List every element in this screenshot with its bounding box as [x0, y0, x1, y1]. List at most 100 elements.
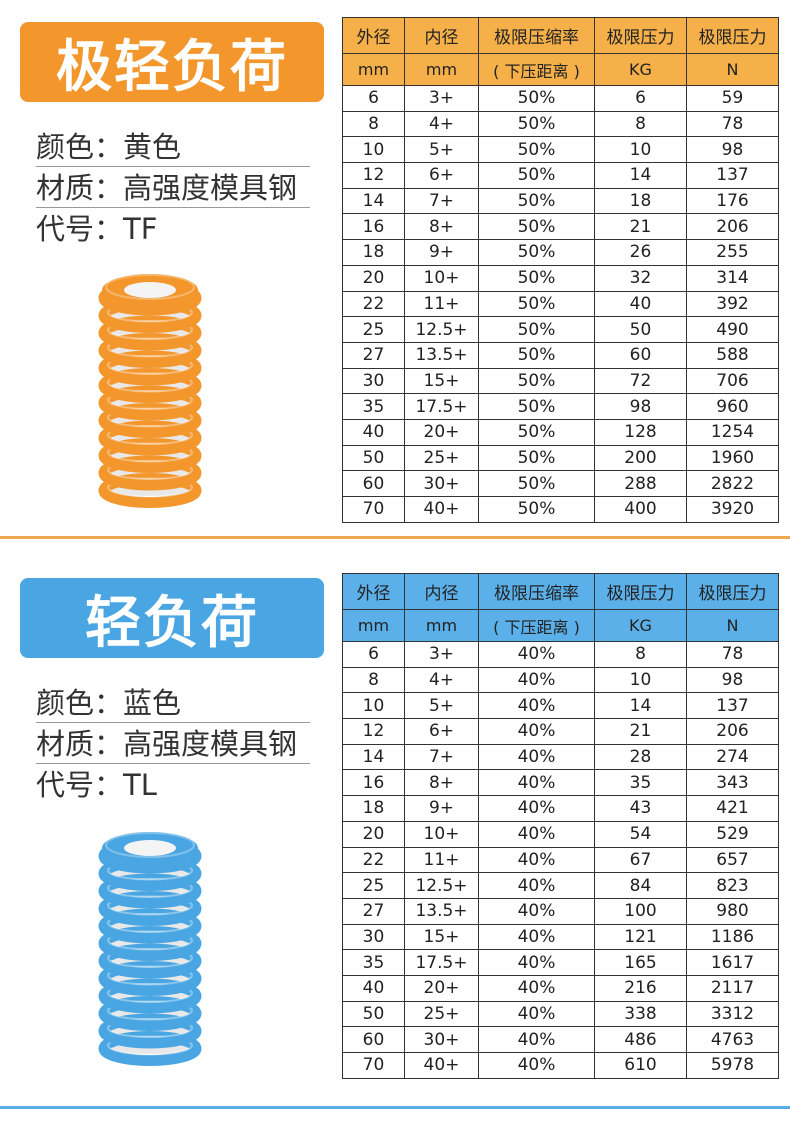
table-cell: 16 [342, 769, 405, 797]
table-cell: 274 [686, 743, 779, 771]
table-cell: 7+ [404, 187, 479, 215]
table-cell: 6 [342, 641, 405, 668]
table-cell: 5+ [404, 136, 479, 164]
table-cell: 10+ [404, 264, 479, 292]
table-cell: 40% [478, 974, 595, 1002]
column-header: 极限压缩率 [478, 17, 595, 54]
table-cell: 72 [594, 367, 687, 395]
table-cell: 40 [342, 418, 405, 446]
table-row: 18 9+ 50% 26 255 [342, 239, 779, 266]
table-row: 50 25+ 50% 200 1960 [342, 444, 779, 472]
table-row: 16 8+ 50% 21 206 [342, 213, 779, 241]
table-cell: 50% [478, 239, 595, 266]
property-code-value: TF [123, 212, 158, 246]
table-row: 14 7+ 50% 18 176 [342, 187, 779, 215]
table-cell: 2117 [686, 974, 779, 1002]
table-cell: 137 [686, 692, 779, 720]
property-code-value: TL [123, 768, 157, 802]
table-cell: 25+ [404, 1000, 479, 1028]
property-color: 颜色： 蓝色 [36, 682, 310, 723]
table-cell: 165 [594, 949, 687, 976]
table-cell: 40% [478, 820, 595, 848]
table-cell: 50% [478, 290, 595, 318]
table-cell: 50% [478, 85, 595, 112]
table-cell: 35 [342, 949, 405, 976]
table-cell: 4763 [686, 1026, 779, 1053]
table-cell: 30+ [404, 470, 479, 497]
table-cell: 11+ [404, 846, 479, 874]
property-color-value: 黄色 [123, 130, 182, 164]
table-cell: 40% [478, 692, 595, 720]
table-row: 25 12.5+ 40% 84 823 [342, 872, 779, 899]
table-cell: 8 [342, 666, 405, 694]
spring-properties: 颜色： 蓝色 材质： 高强度模具钢 代号： TL [36, 682, 310, 804]
table-cell: 400 [594, 496, 687, 523]
table-row: 10 5+ 50% 10 98 [342, 136, 779, 164]
property-material-value: 高强度模具钢 [123, 171, 298, 205]
table-cell: 121 [594, 923, 687, 951]
table-cell: 5978 [686, 1052, 779, 1079]
table-cell: 50% [478, 213, 595, 241]
table-cell: 657 [686, 846, 779, 874]
column-header: 内径 [404, 17, 479, 54]
table-cell: 7+ [404, 743, 479, 771]
table-cell: 27 [342, 341, 405, 369]
table-cell: 15+ [404, 923, 479, 951]
table-cell: 22 [342, 846, 405, 874]
table-row: 10 5+ 40% 14 137 [342, 692, 779, 720]
table-row: 35 17.5+ 50% 98 960 [342, 393, 779, 420]
blue-die-spring-image [98, 832, 202, 1066]
table-cell: 27 [342, 897, 405, 925]
table-cell: 40+ [404, 1052, 479, 1079]
table-row: 22 11+ 50% 40 392 [342, 290, 779, 318]
table-cell: 78 [686, 110, 779, 138]
column-header: ( 下压距离 ) [478, 53, 595, 86]
table-cell: 255 [686, 239, 779, 266]
table-cell: 50% [478, 187, 595, 215]
table-cell: 40% [478, 743, 595, 771]
table-row: 12 6+ 40% 21 206 [342, 718, 779, 745]
table-cell: 343 [686, 769, 779, 797]
table-cell: 67 [594, 846, 687, 874]
column-header: 极限压力 [594, 17, 687, 54]
table-cell: 3312 [686, 1000, 779, 1028]
section-title: 极轻负荷 [56, 34, 288, 100]
property-color: 颜色： 黄色 [36, 126, 310, 167]
table-cell: 40% [478, 897, 595, 925]
table-cell: 1186 [686, 923, 779, 951]
table-cell: 2822 [686, 470, 779, 497]
table-cell: 14 [594, 162, 687, 189]
table-row: 27 13.5+ 40% 100 980 [342, 897, 779, 925]
table-cell: 20 [342, 820, 405, 848]
property-material-value: 高强度模具钢 [123, 727, 298, 761]
property-material-label: 材质： [36, 727, 124, 761]
table-cell: 6 [594, 85, 687, 112]
table-cell: 12 [342, 718, 405, 745]
table-cell: 50% [478, 341, 595, 369]
table-cell: 40% [478, 795, 595, 822]
property-code: 代号： TL [36, 764, 310, 804]
table-cell: 12.5+ [404, 872, 479, 899]
table-cell: 50% [478, 162, 595, 189]
table-cell: 50% [478, 264, 595, 292]
column-header: mm [404, 609, 479, 642]
table-cell: 486 [594, 1026, 687, 1053]
table-cell: 40% [478, 949, 595, 976]
table-cell: 3920 [686, 496, 779, 523]
table-cell: 314 [686, 264, 779, 292]
table-header-row: mm mm( 下压距离 ) KG N [342, 53, 779, 86]
column-header: mm [342, 53, 405, 86]
table-cell: 960 [686, 393, 779, 420]
table-cell: 980 [686, 897, 779, 925]
table-cell: 40% [478, 1026, 595, 1053]
table-cell: 40% [478, 846, 595, 874]
spring-properties: 颜色： 黄色 材质： 高强度模具钢 代号： TF [36, 126, 310, 248]
property-color-label: 颜色： [36, 130, 124, 164]
spring-section-light: 轻负荷 颜色： 蓝色 材质： 高强度模具钢 代号： TL 外径 内径 极限压缩率 极限压力极… [0, 556, 790, 1096]
table-cell: 8+ [404, 769, 479, 797]
table-cell: 22 [342, 290, 405, 318]
table-cell: 6 [342, 85, 405, 112]
table-cell: 11+ [404, 290, 479, 318]
column-header: mm [342, 609, 405, 642]
table-cell: 32 [594, 264, 687, 292]
